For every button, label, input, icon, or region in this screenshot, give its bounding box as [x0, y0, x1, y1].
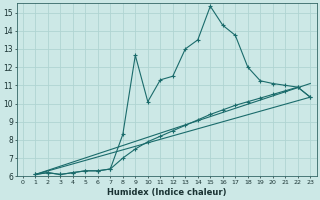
- X-axis label: Humidex (Indice chaleur): Humidex (Indice chaleur): [107, 188, 226, 197]
